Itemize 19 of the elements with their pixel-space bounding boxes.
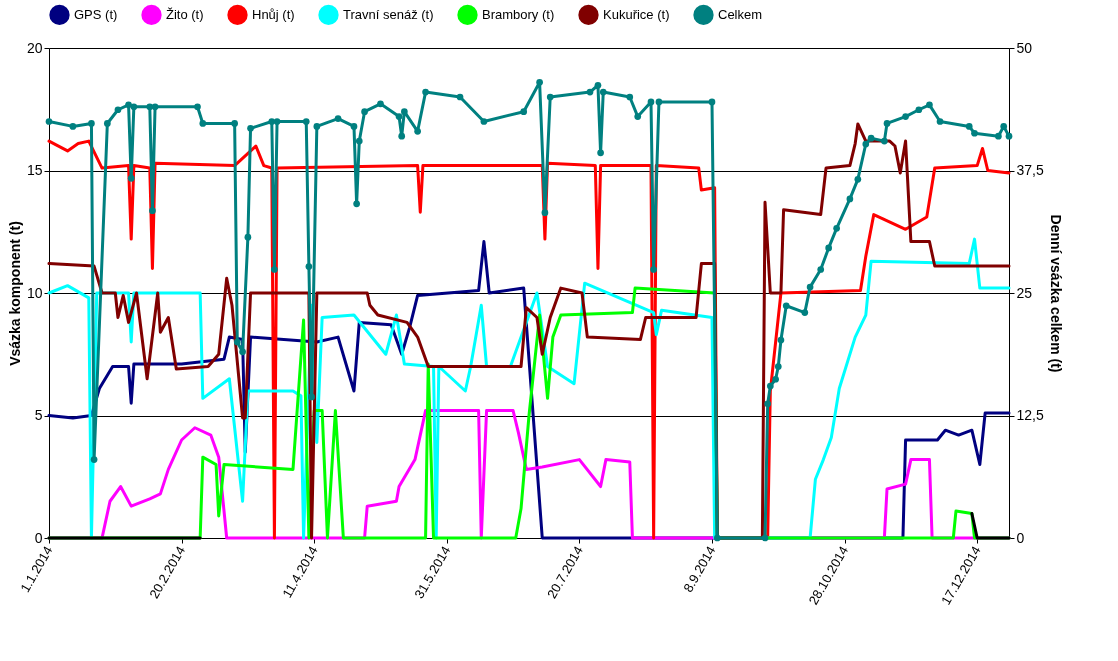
legend-label: Žito (t) bbox=[166, 6, 204, 22]
y-tick-label: 0 bbox=[34, 529, 43, 546]
y2-axis-title: Denní vsázka celkem (t) bbox=[1047, 214, 1064, 373]
legend-label: Kukuřice (t) bbox=[603, 6, 670, 22]
y2-tick-label: 25 bbox=[1016, 284, 1033, 301]
y-tick-label: 15 bbox=[26, 162, 43, 178]
legend-label: Hnůj (t) bbox=[252, 6, 295, 22]
y2-tick-label: 0 bbox=[1016, 529, 1025, 546]
y-axis-title: Vsázka komponent (t) bbox=[6, 221, 23, 366]
y2-tick-label: 50 bbox=[1016, 39, 1033, 56]
y2-tick-label: 12,5 bbox=[1016, 407, 1044, 423]
y-tick-label: 5 bbox=[34, 407, 43, 423]
y-tick-label: 20 bbox=[26, 39, 43, 56]
y-tick-label: 10 bbox=[26, 284, 43, 301]
legend-label: GPS (t) bbox=[74, 6, 118, 22]
legend-label: Travní senáž (t) bbox=[343, 6, 434, 22]
y2-tick-label: 37,5 bbox=[1016, 162, 1044, 178]
legend-label: Brambory (t) bbox=[482, 6, 555, 22]
legend-label: Celkem bbox=[718, 6, 763, 22]
